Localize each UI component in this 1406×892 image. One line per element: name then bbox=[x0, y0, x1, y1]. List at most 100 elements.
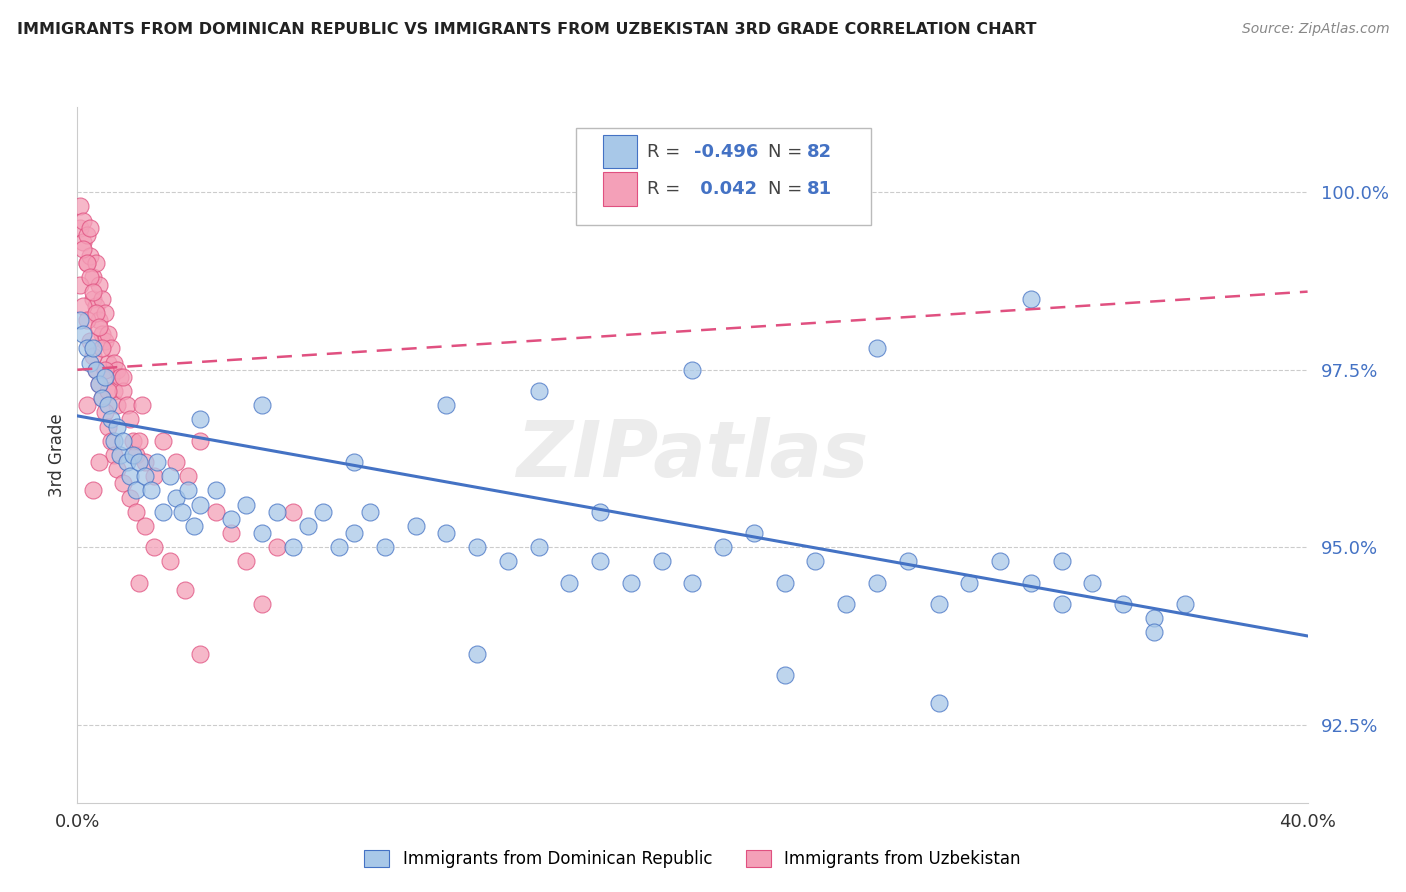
Text: -0.496: -0.496 bbox=[693, 143, 758, 161]
Legend: Immigrants from Dominican Republic, Immigrants from Uzbekistan: Immigrants from Dominican Republic, Immi… bbox=[357, 843, 1028, 874]
Point bbox=[131, 398, 153, 412]
Point bbox=[159, 469, 181, 483]
Point bbox=[128, 575, 150, 590]
Text: ZIPatlas: ZIPatlas bbox=[516, 417, 869, 493]
Point bbox=[1143, 611, 1166, 625]
Point bbox=[266, 505, 288, 519]
Point bbox=[651, 554, 673, 568]
Point bbox=[281, 540, 304, 554]
FancyBboxPatch shape bbox=[603, 172, 637, 206]
Point bbox=[97, 398, 120, 412]
Point bbox=[174, 582, 197, 597]
Point bbox=[84, 299, 107, 313]
Point bbox=[866, 575, 889, 590]
Point bbox=[343, 455, 366, 469]
Point bbox=[87, 376, 110, 391]
Point bbox=[496, 554, 519, 568]
Point bbox=[773, 575, 796, 590]
Point bbox=[281, 505, 304, 519]
Point bbox=[103, 448, 125, 462]
Point bbox=[188, 412, 212, 426]
Point bbox=[76, 256, 98, 270]
Point bbox=[804, 554, 827, 568]
Point bbox=[100, 412, 122, 426]
Point bbox=[112, 384, 135, 398]
Point bbox=[90, 342, 114, 356]
Point bbox=[1143, 625, 1166, 640]
Point bbox=[328, 540, 350, 554]
Point bbox=[374, 540, 396, 554]
Point bbox=[94, 405, 117, 419]
Point bbox=[928, 697, 950, 711]
Point bbox=[72, 213, 94, 227]
Point bbox=[87, 277, 110, 292]
Point bbox=[165, 491, 187, 505]
Point bbox=[589, 505, 612, 519]
Point bbox=[134, 469, 156, 483]
Point bbox=[177, 469, 200, 483]
Point bbox=[465, 647, 488, 661]
Point bbox=[235, 498, 257, 512]
Point bbox=[90, 327, 114, 342]
Point bbox=[219, 512, 242, 526]
Point bbox=[141, 483, 163, 498]
Text: 81: 81 bbox=[807, 180, 832, 198]
Point bbox=[79, 249, 101, 263]
Point bbox=[69, 313, 91, 327]
Text: IMMIGRANTS FROM DOMINICAN REPUBLIC VS IMMIGRANTS FROM UZBEKISTAN 3RD GRADE CORRE: IMMIGRANTS FROM DOMINICAN REPUBLIC VS IM… bbox=[17, 22, 1036, 37]
Point bbox=[1050, 597, 1073, 611]
Point bbox=[97, 327, 120, 342]
Point bbox=[250, 597, 273, 611]
Point bbox=[866, 342, 889, 356]
Point bbox=[1019, 575, 1042, 590]
Point bbox=[76, 398, 98, 412]
Point bbox=[1081, 575, 1104, 590]
Point bbox=[682, 575, 704, 590]
Point bbox=[250, 526, 273, 541]
Point bbox=[115, 455, 138, 469]
Point bbox=[118, 469, 141, 483]
Point bbox=[118, 412, 141, 426]
Point bbox=[1174, 597, 1197, 611]
Point bbox=[125, 483, 148, 498]
Point bbox=[100, 342, 122, 356]
Point bbox=[84, 306, 107, 320]
Text: R =: R = bbox=[647, 180, 686, 198]
Point bbox=[436, 398, 458, 412]
Point bbox=[79, 270, 101, 285]
Text: 82: 82 bbox=[807, 143, 832, 161]
Point bbox=[72, 242, 94, 256]
Point bbox=[204, 483, 226, 498]
Point bbox=[103, 384, 125, 398]
Point bbox=[134, 455, 156, 469]
Point bbox=[465, 540, 488, 554]
Point bbox=[118, 491, 141, 505]
Point bbox=[82, 483, 104, 498]
Point bbox=[94, 306, 117, 320]
Point bbox=[72, 299, 94, 313]
Point bbox=[82, 285, 104, 299]
Point bbox=[128, 434, 150, 448]
Point bbox=[405, 519, 427, 533]
Point bbox=[1019, 292, 1042, 306]
Point bbox=[159, 554, 181, 568]
Point bbox=[188, 498, 212, 512]
Point bbox=[87, 313, 110, 327]
Point bbox=[835, 597, 858, 611]
Point bbox=[82, 292, 104, 306]
Point bbox=[76, 342, 98, 356]
Point bbox=[112, 476, 135, 491]
Point bbox=[82, 270, 104, 285]
Point bbox=[527, 384, 550, 398]
Point bbox=[69, 277, 91, 292]
Point bbox=[134, 519, 156, 533]
Point bbox=[165, 455, 187, 469]
Point bbox=[97, 419, 120, 434]
Point bbox=[82, 342, 104, 356]
Point bbox=[343, 526, 366, 541]
Point bbox=[105, 398, 128, 412]
Point bbox=[84, 362, 107, 376]
Point bbox=[188, 647, 212, 661]
Point bbox=[72, 235, 94, 249]
Point bbox=[121, 448, 143, 462]
